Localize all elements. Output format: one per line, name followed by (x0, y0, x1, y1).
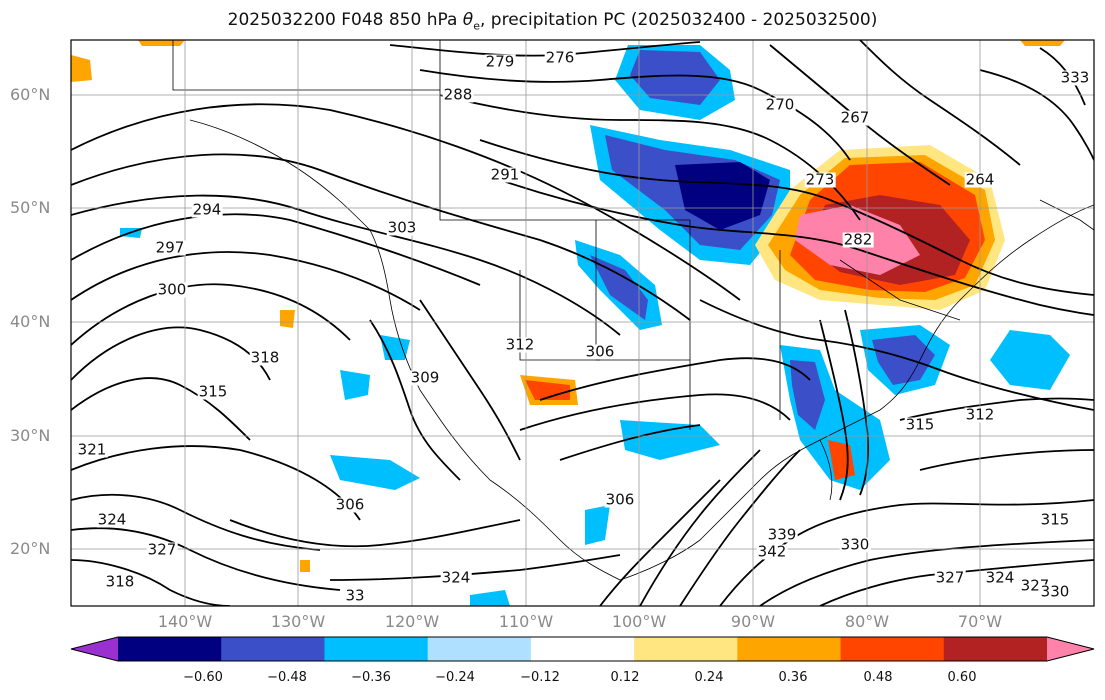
contour-label: 276 (544, 48, 576, 67)
plot-frame (70, 39, 1095, 607)
colorbar-extend-low (71, 637, 118, 661)
colorbar-segment (118, 637, 222, 661)
title-theta: θ (462, 10, 474, 30)
colorbar-segment (324, 637, 429, 661)
contour-label: 270 (764, 95, 796, 114)
contour-label: 327 (146, 540, 178, 559)
colorbar-segment (634, 637, 738, 661)
contour-label: 315 (1039, 510, 1071, 529)
colorbar-tick-label: −0.48 (267, 670, 307, 685)
colorbar-tick-label: 0.24 (694, 670, 724, 685)
contour-label: 306 (584, 342, 616, 361)
colorbar-segment (943, 637, 1048, 661)
contour-label: 303 (386, 218, 418, 237)
lat-label-30: 30°N (10, 426, 51, 445)
contour-label: 315 (904, 415, 936, 434)
theta-e-contours (71, 40, 1094, 606)
contour-label: 330 (839, 535, 871, 554)
lon-label-70: 70°W (957, 612, 1003, 631)
lat-label-20: 20°N (10, 539, 51, 558)
contour-label: 291 (489, 165, 521, 184)
contour-label: 297 (154, 238, 186, 257)
contour-label: 267 (839, 108, 871, 127)
contour-label: 339 (766, 525, 798, 544)
contour-label: 288 (442, 85, 474, 104)
colorbar-tick-label: −0.36 (351, 670, 391, 685)
contour-label: 327 (934, 568, 966, 587)
contour-label: 279 (484, 52, 516, 71)
coastlines (172, 40, 1094, 581)
contour-label: 318 (249, 348, 281, 367)
colorbar-tick-label: 0.36 (778, 670, 808, 685)
contour-label: 306 (604, 490, 636, 509)
contour-label: 333 (1059, 68, 1091, 87)
colorbar-segment (530, 637, 635, 661)
colorbar-tick-label: 0.12 (610, 670, 640, 685)
contour-label: 294 (191, 200, 223, 219)
contour-label: 324 (984, 568, 1016, 587)
colorbar-segment (221, 637, 325, 661)
colorbar-tick-label: −0.24 (435, 670, 475, 685)
contour-label: 282 (842, 230, 874, 249)
contour-label: 306 (334, 495, 366, 514)
colorbar-segment (840, 637, 945, 661)
lat-label-60: 60°N (10, 85, 51, 104)
lat-label-40: 40°N (10, 312, 51, 331)
colorbar-segment (737, 637, 842, 661)
contour-label: 342 (756, 542, 788, 561)
lon-label-140: 140°W (157, 612, 213, 631)
colorbar-outline (70, 636, 1095, 662)
colorbar-extend-high (1047, 637, 1094, 661)
precip-fill-layer (71, 40, 1070, 606)
colorbar-tick-label: 0.60 (947, 670, 977, 685)
gridlines (71, 40, 1094, 606)
contour-label: 312 (964, 405, 996, 424)
contour-label: 321 (76, 440, 108, 459)
contour-label: 330 (1039, 582, 1071, 601)
contour-label: 318 (104, 572, 136, 591)
contour-label: 324 (440, 568, 472, 587)
contour-label: 312 (504, 335, 536, 354)
lon-label-100: 100°W (611, 612, 667, 631)
lon-label-80: 80°W (844, 612, 890, 631)
contour-label: 324 (96, 510, 128, 529)
plot-background (71, 40, 1094, 606)
lon-label-110: 110°W (498, 612, 554, 631)
lat-label-50: 50°N (10, 198, 51, 217)
colorbar-segment (427, 637, 532, 661)
lon-label-90: 90°W (730, 612, 776, 631)
contour-label: 273 (804, 170, 836, 189)
contour-label: 264 (964, 170, 996, 189)
title-rest: , precipitation PC (2025032400 - 2025032… (479, 10, 878, 30)
title-main: 2025032200 F048 850 hPa (227, 10, 463, 30)
contour-label: 300 (156, 280, 188, 299)
colorbar-tick-label: −0.60 (183, 670, 223, 685)
colorbar-tick-label: −0.12 (520, 670, 560, 685)
colorbar (70, 636, 1095, 662)
map-title: 2025032200 F048 850 hPa θe, precipitatio… (0, 10, 1105, 32)
title-sub: e (473, 19, 480, 33)
colorbar-tick-label: 0.48 (863, 670, 893, 685)
lon-label-120: 120°W (384, 612, 440, 631)
contour-label: 309 (409, 368, 441, 387)
contour-label: 315 (197, 382, 229, 401)
contour-label: 33 (344, 586, 366, 605)
lon-label-130: 130°W (270, 612, 326, 631)
